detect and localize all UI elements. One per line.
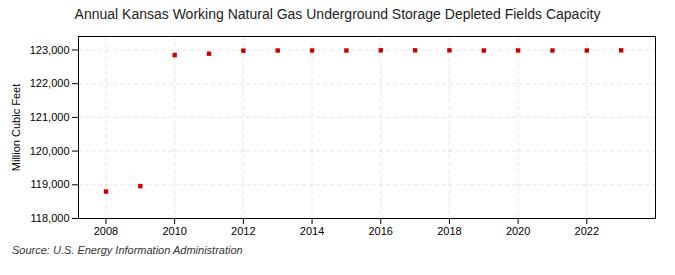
- svg-text:2016: 2016: [368, 225, 392, 237]
- svg-text:2008: 2008: [94, 225, 118, 237]
- svg-text:Million Cubic Feet: Million Cubic Feet: [10, 84, 22, 171]
- svg-text:2012: 2012: [231, 225, 255, 237]
- svg-text:2014: 2014: [300, 225, 324, 237]
- svg-text:119,000: 119,000: [31, 178, 70, 190]
- svg-text:122,000: 122,000: [30, 77, 70, 89]
- svg-text:121,000: 121,000: [30, 111, 70, 123]
- html-text:Annual Kansas Working Natural: Annual Kansas Working Natural Gas Underg…: [74, 6, 601, 22]
- svg-text:2010: 2010: [162, 225, 186, 237]
- svg-text:2018: 2018: [437, 225, 461, 237]
- svg-text:123,000: 123,000: [30, 44, 70, 56]
- svg-text:120,000: 120,000: [30, 145, 70, 157]
- svg-text:2020: 2020: [506, 225, 530, 237]
- html-text:Source: U.S. Energy Informatio: Source: U.S. Energy Information Administ…: [12, 244, 243, 256]
- svg-text:2022: 2022: [575, 225, 599, 237]
- svg-text:118,000: 118,000: [31, 212, 70, 224]
